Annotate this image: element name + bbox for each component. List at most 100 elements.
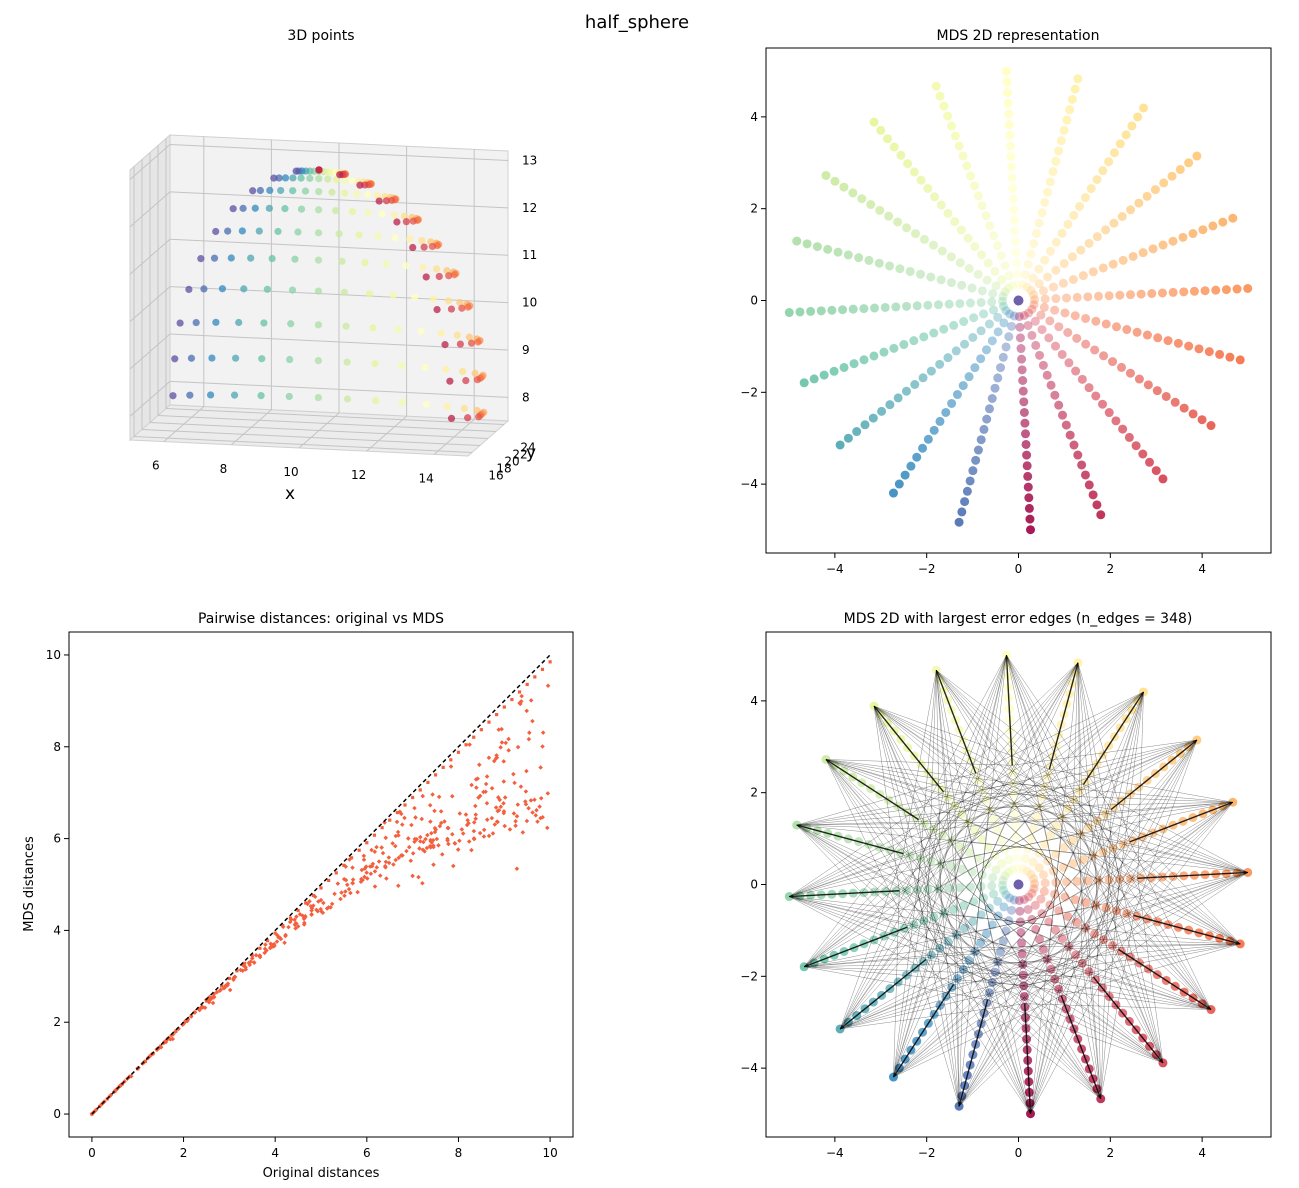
mds-point	[1142, 191, 1152, 201]
mds-point	[1019, 397, 1029, 407]
distance-point	[430, 792, 435, 797]
mds-point	[1091, 316, 1101, 326]
error-edge	[966, 820, 1241, 945]
error-edge	[1070, 943, 1241, 949]
mds-point	[1040, 878, 1050, 888]
mds-point	[1084, 383, 1094, 393]
sphere-point	[445, 272, 453, 280]
sphere-point	[442, 365, 450, 374]
distance-point	[412, 839, 417, 844]
mds-point	[970, 947, 980, 957]
sphere-point	[393, 218, 401, 226]
distance-point	[410, 851, 416, 856]
mds-point	[998, 936, 1008, 946]
error-edge	[949, 839, 1248, 873]
distance-point	[428, 819, 433, 824]
mds-point	[1098, 166, 1108, 176]
distance-point	[391, 862, 396, 867]
mds-point	[1043, 771, 1053, 781]
error-edge	[1013, 801, 1164, 1064]
distance-point	[286, 924, 291, 930]
mds-point	[993, 373, 1003, 383]
mds-point	[1040, 294, 1050, 304]
error-edge	[796, 824, 942, 915]
mds-point	[1067, 836, 1077, 846]
distance-point	[483, 781, 489, 787]
sphere-point	[263, 285, 271, 293]
mds-point	[981, 795, 991, 805]
error-edge	[958, 961, 1049, 1107]
mds-point	[1051, 156, 1061, 166]
panel-edges-lines	[789, 655, 1248, 1114]
error-edge	[954, 805, 1248, 873]
distance-point	[418, 839, 423, 844]
mds-point	[999, 318, 1009, 328]
distance-point	[534, 808, 539, 813]
sphere-point	[315, 175, 323, 183]
sphere-point	[389, 291, 397, 300]
mds-point	[951, 346, 961, 356]
mds-point	[1043, 856, 1053, 866]
mds-point	[1040, 197, 1050, 207]
error-edge	[1082, 691, 1145, 785]
mds-point	[1109, 218, 1119, 228]
mds-point	[1211, 285, 1221, 295]
error-edge	[789, 832, 1083, 897]
sphere-point	[341, 189, 349, 197]
mds-point	[923, 183, 933, 193]
sphere-point	[422, 273, 430, 281]
error-edge	[825, 759, 1045, 788]
mds-point	[1019, 991, 1029, 1001]
mds-point	[1098, 263, 1108, 273]
error-edge	[804, 939, 1104, 968]
mds-point	[929, 912, 939, 922]
mds-point	[1054, 322, 1064, 332]
sphere-point	[382, 197, 391, 205]
mds-point	[1235, 355, 1245, 365]
sphere-point	[417, 327, 425, 335]
y-tick-label: 4	[750, 694, 758, 708]
sphere-point	[314, 357, 322, 365]
distance-point	[409, 822, 414, 828]
mds-point	[1046, 246, 1056, 256]
distance-point	[460, 831, 466, 836]
distance-point	[400, 822, 405, 827]
mds-point	[935, 91, 945, 101]
mds-point	[1132, 327, 1142, 337]
distance-point	[502, 795, 508, 800]
sphere-point	[277, 186, 285, 195]
mds-point	[1063, 328, 1073, 338]
distance-point	[473, 816, 478, 821]
mds-point	[988, 289, 998, 299]
error-edge	[939, 947, 1101, 1099]
mds-point	[984, 404, 994, 414]
distance-point	[372, 884, 378, 889]
sphere-point	[171, 355, 179, 363]
error-edge	[873, 705, 1083, 833]
error-edge	[796, 824, 904, 855]
mds-point	[838, 305, 848, 315]
z-tick-label: 11	[522, 248, 537, 262]
mds-point	[1034, 863, 1044, 873]
distance-point	[446, 841, 451, 847]
error-edge	[954, 662, 1079, 937]
mds-point	[1045, 316, 1055, 326]
mds-point	[1001, 926, 1011, 936]
grid-line	[133, 436, 473, 453]
error-edge	[958, 969, 964, 1107]
x-tick-label: 2	[1106, 562, 1114, 576]
distance-point	[538, 815, 543, 821]
mds-point	[1034, 848, 1044, 858]
distance-point	[499, 726, 504, 732]
mds-point	[1051, 237, 1061, 247]
x-tick-label: 10	[542, 1146, 557, 1160]
distance-point	[436, 794, 442, 800]
mds-point	[985, 805, 995, 815]
error-edge	[1063, 815, 1212, 1010]
error-edge	[917, 889, 1164, 1064]
sphere-point	[229, 205, 237, 213]
distance-point	[515, 744, 521, 750]
mds-point	[973, 191, 983, 201]
mds-point	[1011, 247, 1021, 257]
mds-point	[964, 263, 974, 273]
